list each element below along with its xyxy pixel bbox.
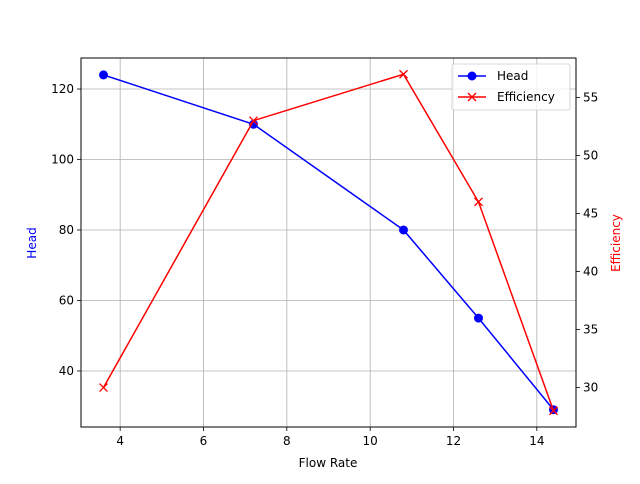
y2-tick-label: 35 [583,323,598,337]
data-point-marker [474,197,483,207]
left-y-axis-ticks: 40 60 80 100 120 [51,82,81,378]
series-layer [99,69,558,416]
data-point-marker [399,225,408,235]
legend-marker-icon [467,71,477,81]
y-tick-label: 100 [51,153,74,167]
x-tick-label: 10 [363,434,378,448]
x-tick-label: 14 [529,434,544,448]
x-tick-label: 4 [116,434,124,448]
plot-frame [80,57,577,428]
right-y-axis-label: Efficiency [609,214,623,272]
grid-lines [81,58,576,427]
x-tick-label: 12 [446,434,461,448]
y-tick-label: 60 [59,293,74,307]
legend-marker-icon [467,92,477,102]
y-tick-label: 40 [59,364,74,378]
legend-label: Head [497,69,528,83]
x-tick-label: 8 [283,434,291,448]
legend: Head Efficiency [451,63,571,111]
series-line [102,73,555,412]
legend-item-efficiency: Efficiency [458,90,555,104]
y2-tick-label: 30 [583,381,598,395]
legend-item-head: Head [458,69,528,83]
y2-tick-label: 55 [583,90,598,104]
x-tick-label: 6 [200,434,208,448]
data-point-marker [549,406,558,416]
series-line [103,74,555,411]
y2-tick-label: 45 [583,206,598,220]
series-head [99,70,558,415]
x-axis-ticks: 4 6 8 10 12 14 [116,427,544,448]
data-point-marker [249,116,258,126]
y-tick-label: 120 [51,82,74,96]
y2-tick-label: 40 [583,265,598,279]
left-y-axis-label: Head [25,227,39,258]
right-y-axis-ticks: 30 35 40 45 50 55 [576,90,598,395]
x-axis-label: Flow Rate [299,456,358,470]
y2-tick-label: 50 [583,148,598,162]
series-efficiency [99,69,558,416]
y-tick-label: 80 [59,223,74,237]
data-point-marker [399,69,408,79]
data-point-marker [99,70,108,80]
data-point-marker [99,383,108,393]
data-point-marker [474,313,483,323]
legend-label: Efficiency [497,90,555,104]
